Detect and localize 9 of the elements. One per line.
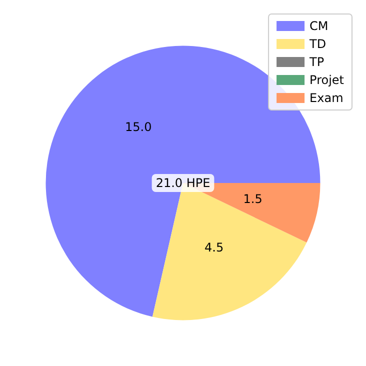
legend-label: TP bbox=[308, 55, 324, 69]
data-label: 4.5 bbox=[204, 240, 224, 255]
text: 21.0 HPE bbox=[156, 176, 210, 190]
legend-label: Exam bbox=[310, 91, 344, 105]
data-label: 1.5 bbox=[243, 192, 262, 206]
legend-label: TD bbox=[308, 37, 326, 51]
legend-label: Projet bbox=[310, 73, 344, 87]
legend-label: CM bbox=[310, 19, 328, 33]
data-label: 15.0 bbox=[124, 120, 152, 134]
